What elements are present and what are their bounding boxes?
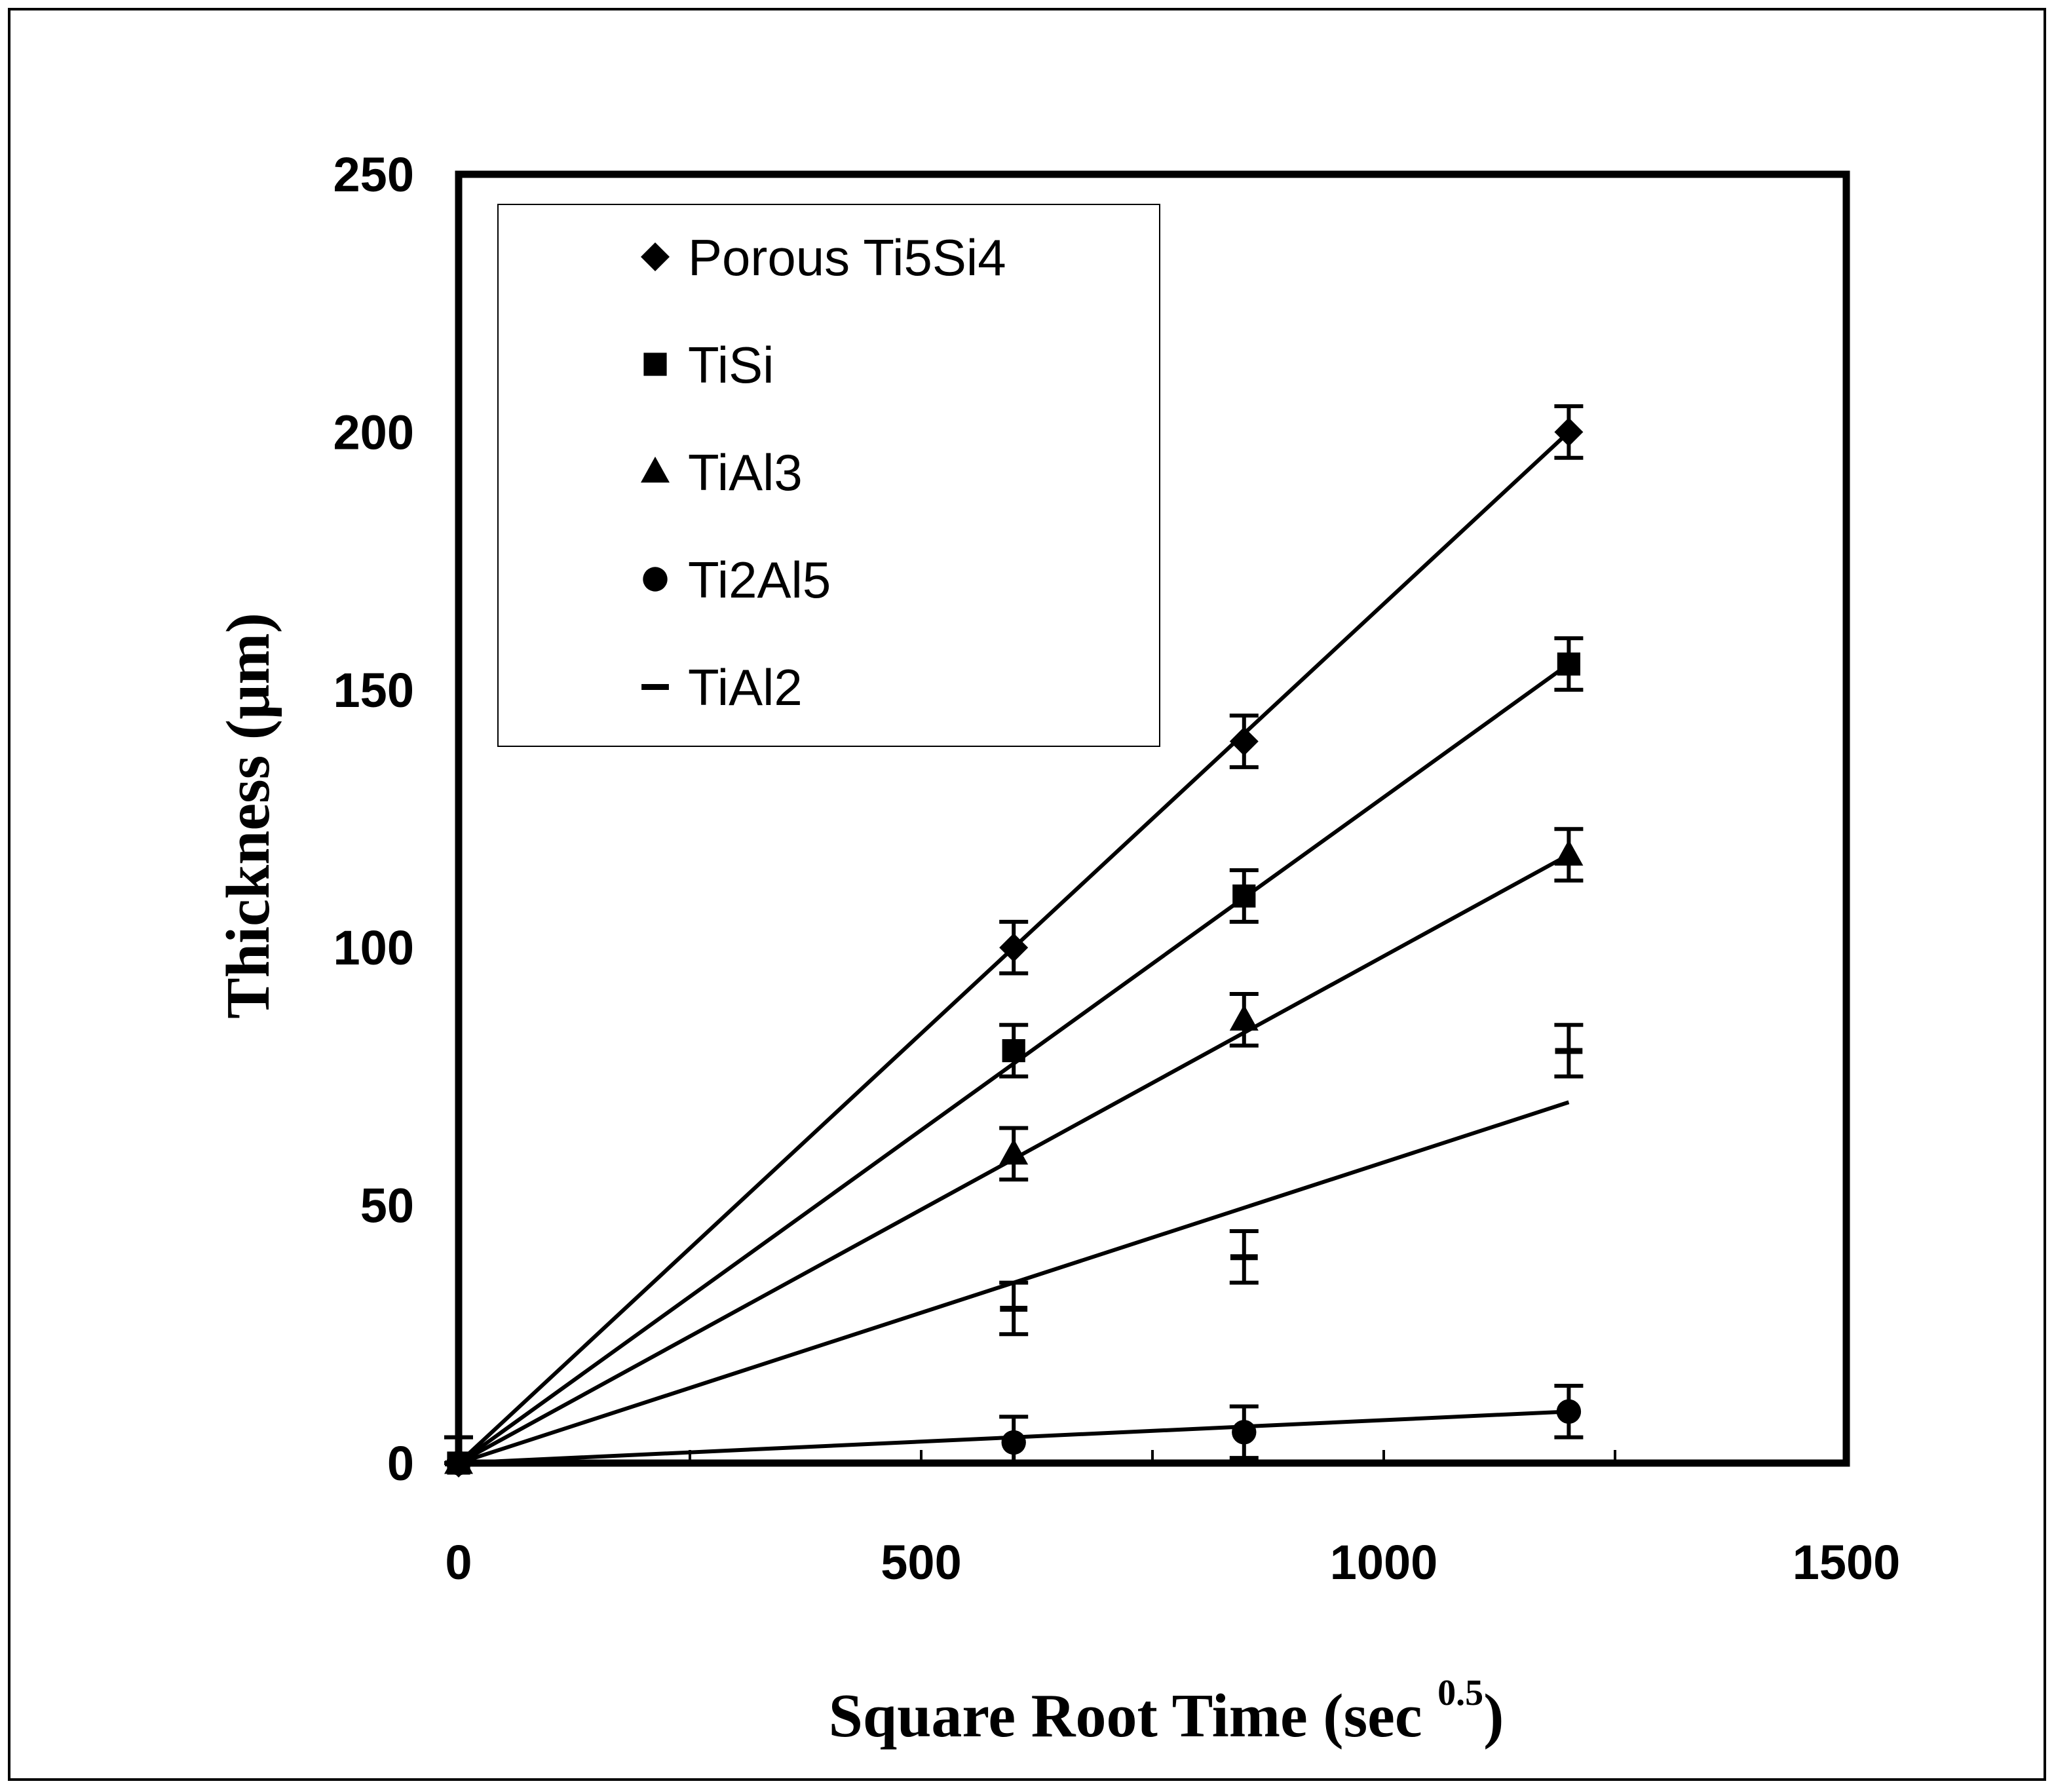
data-point: [1000, 1305, 1028, 1312]
x-tick-label: 1500: [1793, 1535, 1901, 1590]
y-tick-label: 0: [387, 1436, 414, 1491]
data-point: [1556, 1399, 1582, 1424]
x-tick-label: 0: [445, 1535, 472, 1590]
legend: Porous Ti5Si4 TiSi TiAl3 Ti2Al5 TiAl2: [497, 204, 1160, 747]
legend-marker: [641, 456, 670, 483]
legend-marker: [641, 684, 669, 690]
legend-box: [497, 204, 1160, 747]
x-axis-title-close: ): [1483, 1682, 1504, 1750]
x-axis-title: Square Root Time (sec 0.5): [829, 1673, 1504, 1750]
legend-label: Porous Ti5Si4: [688, 229, 1006, 286]
legend-label: Ti2Al5: [688, 551, 831, 609]
plot-layer: [444, 404, 1616, 1477]
data-point: [1554, 839, 1584, 866]
data-point: [1557, 652, 1580, 676]
data-point: [1555, 1048, 1583, 1054]
y-tick-label: 100: [333, 921, 414, 975]
y-tick-label: 150: [333, 663, 414, 717]
data-point: [1232, 884, 1256, 908]
x-axis-title-main: Square Root Time (sec: [829, 1682, 1438, 1750]
x-axis-title-superscript: 0.5: [1437, 1673, 1483, 1713]
y-tick-label: 200: [333, 405, 414, 459]
legend-label: TiAl3: [688, 444, 803, 501]
data-point: [1002, 1039, 1025, 1063]
legend-label: TiAl2: [688, 658, 803, 716]
y-tick-label: 50: [360, 1179, 414, 1233]
data-point: [1554, 417, 1584, 447]
plot-frame: [455, 170, 1850, 1467]
legend-label: TiSi: [688, 336, 774, 394]
data-point: [1229, 727, 1259, 756]
x-tick-label: 1000: [1330, 1535, 1438, 1590]
figure-border: [8, 8, 2046, 1781]
legend-marker: [641, 242, 670, 271]
legend-marker: [643, 353, 667, 376]
data-point: [1001, 1430, 1026, 1455]
legend-marker: [643, 567, 668, 592]
data-point: [1232, 1420, 1257, 1445]
x-tick-label: 500: [881, 1535, 961, 1590]
data-point: [999, 933, 1029, 963]
y-axis-title: Thickness (μm): [214, 613, 282, 1019]
data-point: [1229, 1004, 1259, 1031]
y-tick-label: 250: [333, 147, 414, 202]
axis-labels: 0 50 100 150 200 250 0 500 1000 1500 Square Root T…: [214, 147, 1900, 1750]
data-point: [1230, 1254, 1258, 1261]
data-point: [999, 1138, 1029, 1165]
